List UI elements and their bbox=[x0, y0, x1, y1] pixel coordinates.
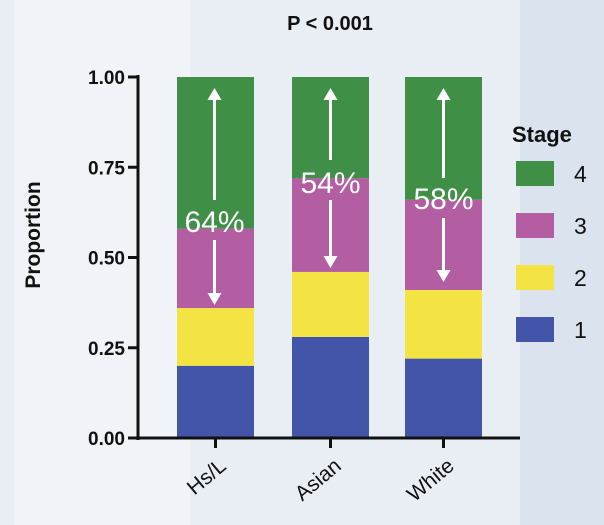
bar-white-stage-2 bbox=[405, 289, 482, 359]
legend-title: Stage bbox=[512, 122, 572, 147]
bar-hs-l-stage-2 bbox=[177, 308, 254, 366]
bar-white-stage-1 bbox=[405, 358, 482, 438]
x-tick-label-white: White bbox=[403, 454, 459, 506]
arrowhead-down-white bbox=[436, 270, 451, 282]
x-tick-label-hs-l: Hs/L bbox=[183, 454, 231, 499]
legend-label-stage-1: 1 bbox=[574, 317, 587, 343]
x-tick-label-asian: Asian bbox=[291, 454, 346, 505]
annotations-group: 64% 54% 58% bbox=[184, 88, 474, 305]
arrowhead-up-white bbox=[436, 88, 451, 100]
legend-label-stage-4: 4 bbox=[574, 161, 587, 187]
chart-title: P < 0.001 bbox=[287, 13, 373, 35]
legend-label-stage-3: 3 bbox=[574, 213, 587, 239]
legend-label-stage-2: 2 bbox=[574, 265, 587, 291]
y-tick-label: 0.50 bbox=[88, 249, 125, 270]
y-tick-label: 0.00 bbox=[88, 429, 125, 450]
bar-asian-stage-1 bbox=[292, 336, 369, 438]
arrowhead-down-hs-l bbox=[207, 293, 222, 305]
legend-swatch-stage-1 bbox=[516, 317, 554, 342]
arrowhead-up-hs-l bbox=[207, 88, 222, 100]
y-tick-label: 0.75 bbox=[88, 158, 125, 179]
y-tick-label: 0.25 bbox=[88, 339, 125, 360]
legend-swatch-stage-2 bbox=[516, 265, 554, 290]
y-tick-label: 1.00 bbox=[88, 68, 125, 89]
bar-asian-stage-2 bbox=[292, 271, 369, 337]
arrowhead-down-asian bbox=[323, 256, 338, 268]
annotation-label-white: 58% bbox=[413, 183, 473, 216]
annotation-label-hs-l: 64% bbox=[184, 206, 244, 239]
legend-swatch-stage-4 bbox=[516, 161, 554, 186]
arrowhead-up-asian bbox=[323, 88, 338, 100]
legend-swatch-stage-3 bbox=[516, 213, 554, 238]
y-axis-title: Proportion bbox=[22, 181, 45, 288]
annotation-label-asian: 54% bbox=[300, 167, 360, 200]
bar-hs-l-stage-1 bbox=[177, 365, 254, 438]
